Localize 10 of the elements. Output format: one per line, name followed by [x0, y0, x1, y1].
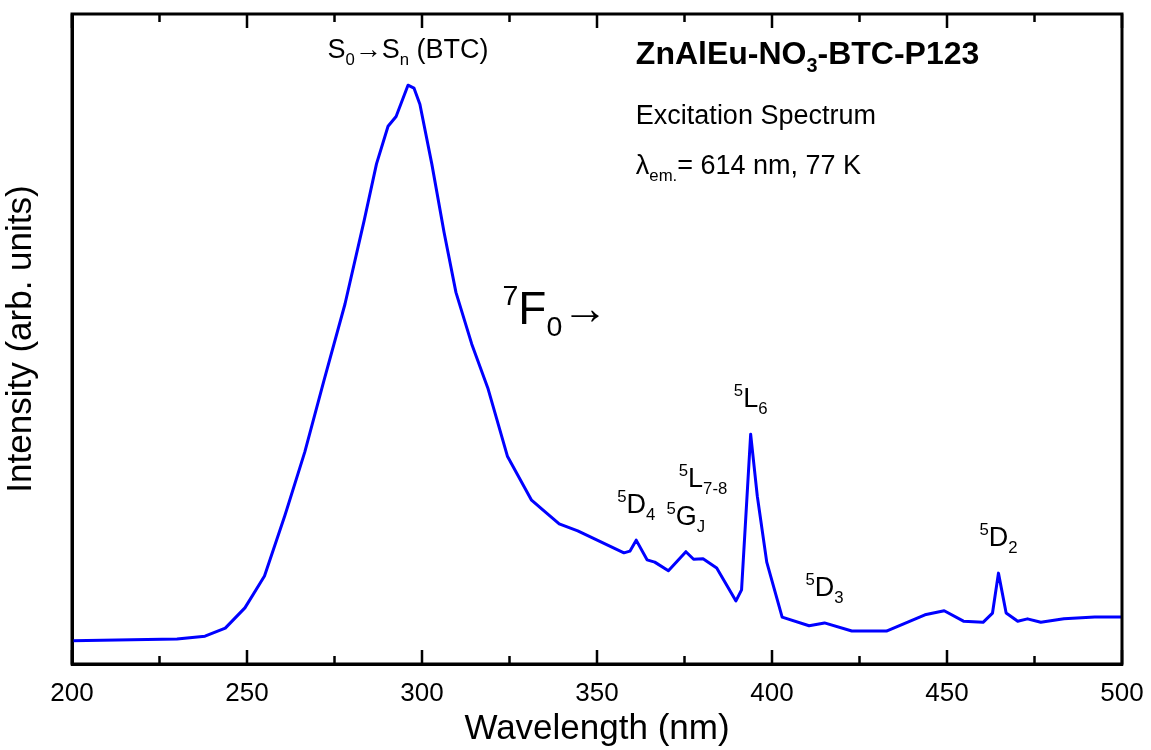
x-axis-title: Wavelength (nm)	[464, 706, 730, 746]
x-tick-label: 350	[575, 676, 619, 707]
text: Excitation Spectrum	[635, 100, 876, 130]
y-axis-title: Intensity (arb. units)	[0, 185, 38, 493]
x-tick-label: 250	[225, 676, 269, 707]
x-tick-label: 400	[750, 676, 794, 707]
x-tick-label: 200	[50, 676, 94, 707]
x-tick-label: 450	[925, 676, 969, 707]
x-tick-label: 500	[1100, 676, 1144, 707]
x-tick-label: 300	[400, 676, 444, 707]
